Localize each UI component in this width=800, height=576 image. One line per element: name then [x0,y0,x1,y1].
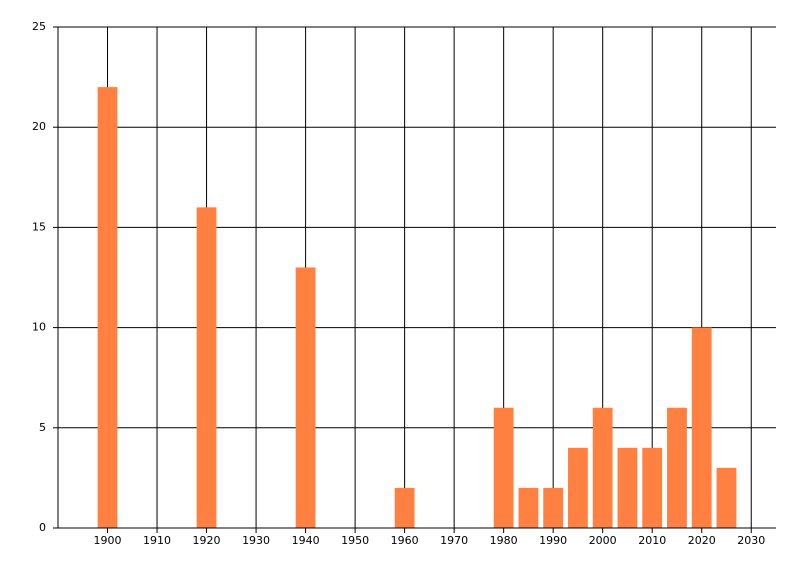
x-tick-label: 2010 [638,534,666,547]
bar [716,467,737,528]
y-tick-label: 25 [32,20,46,33]
bar [493,407,514,528]
y-tick-label: 15 [32,220,46,233]
x-tick-label: 2020 [688,534,716,547]
x-tick-label: 2030 [737,534,765,547]
x-tick-label: 1950 [341,534,369,547]
y-tick-label: 5 [39,421,46,434]
x-tick-label: 1980 [490,534,518,547]
x-tick-label: 2000 [589,534,617,547]
x-tick-label: 1920 [193,534,221,547]
bar [617,447,638,528]
bar [568,447,588,528]
x-tick-label: 1900 [94,534,122,547]
x-tick-label: 1930 [242,534,270,547]
bar [543,487,564,528]
bar [295,267,316,528]
x-tick-label: 1990 [539,534,567,547]
y-tick-label: 0 [39,521,46,534]
bar [97,87,118,529]
x-tick-label: 1960 [391,534,419,547]
bar [691,327,712,528]
x-tick-label: 1910 [143,534,171,547]
bar [196,207,217,529]
bar [394,487,415,528]
bar [592,407,613,528]
bar [667,407,687,528]
bar [642,447,663,528]
x-tick-label: 1940 [292,534,320,547]
bar [518,487,539,528]
x-tick-label: 1970 [440,534,468,547]
y-tick-label: 10 [32,321,46,334]
y-tick-label: 20 [32,120,46,133]
